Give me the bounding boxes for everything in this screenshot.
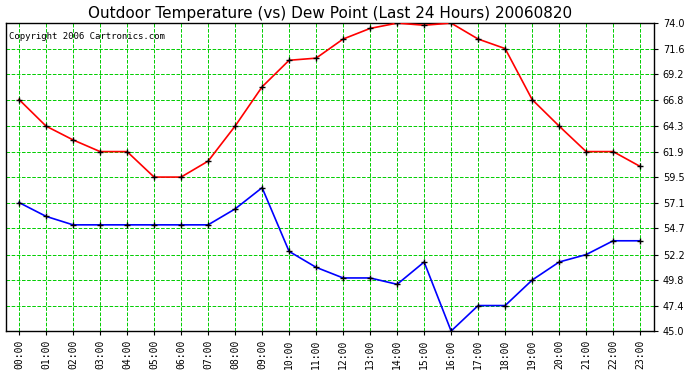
Title: Outdoor Temperature (vs) Dew Point (Last 24 Hours) 20060820: Outdoor Temperature (vs) Dew Point (Last… [88,6,572,21]
Text: Copyright 2006 Cartronics.com: Copyright 2006 Cartronics.com [9,32,165,41]
